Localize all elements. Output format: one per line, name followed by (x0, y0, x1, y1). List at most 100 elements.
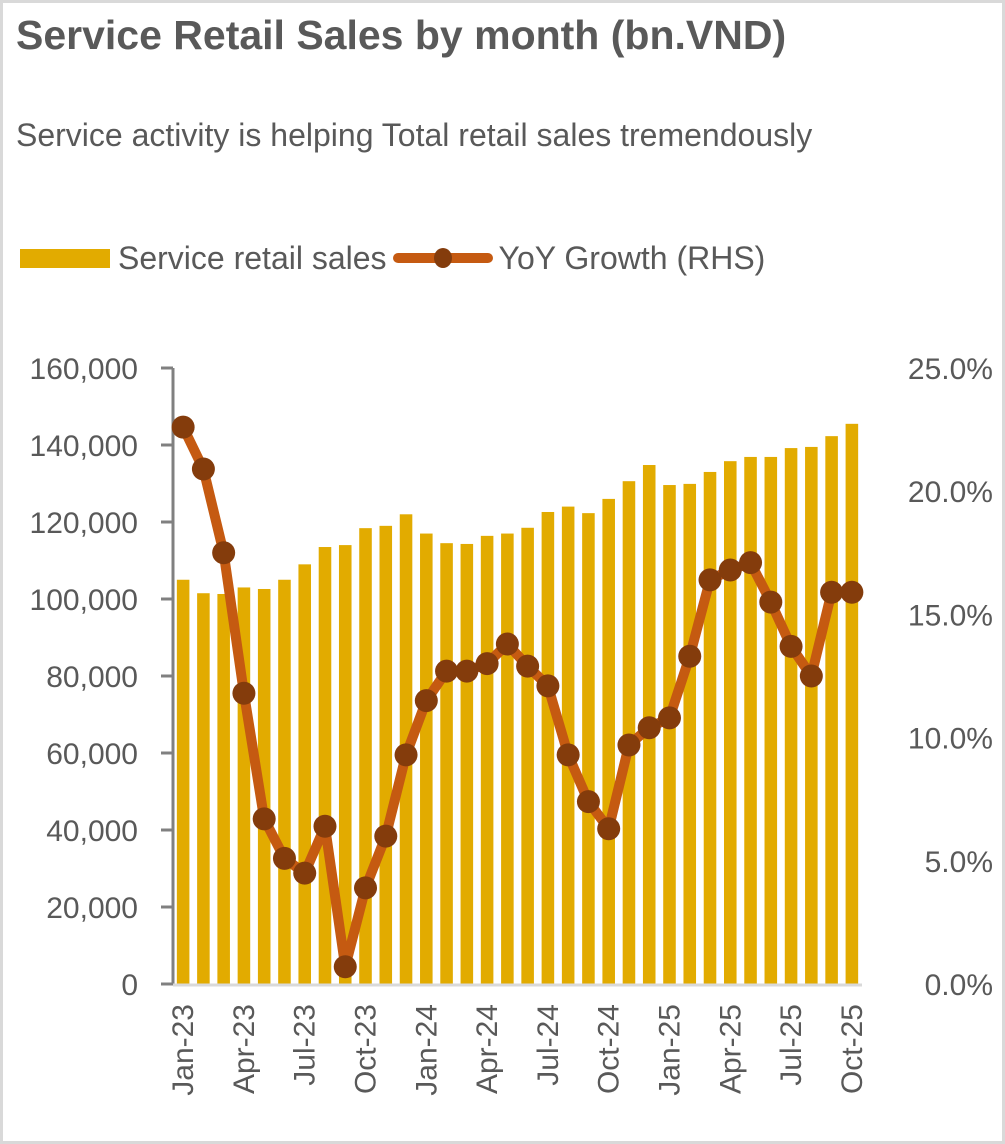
y-left-tick-label: 140,000 (30, 430, 138, 463)
y-left-tick-label: 40,000 (46, 815, 138, 848)
y-left-tick-label: 120,000 (30, 507, 138, 540)
yoy-point-Sep-23 (333, 955, 357, 979)
y-right-tick-label: 20.0% (908, 476, 993, 509)
bar-Feb-23 (197, 593, 210, 984)
yoy-point-Sep-24 (576, 790, 600, 814)
line-series (171, 415, 864, 979)
bar-May-23 (257, 588, 271, 984)
bar-Jan-24 (420, 533, 433, 984)
bar-Jun-23 (278, 579, 291, 984)
yoy-point-Feb-24 (435, 659, 459, 683)
bar-Oct-24 (602, 498, 615, 984)
bar-Nov-24 (622, 481, 636, 984)
x-tick-label: Apr-25 (714, 1004, 747, 1094)
x-tick-label: Jan-23 (167, 1004, 200, 1096)
y-left-tick-label: 0 (121, 969, 138, 1002)
chart-title: Service Retail Sales by month (bn.VND) (16, 12, 787, 58)
yoy-point-Aug-23 (313, 814, 337, 838)
yoy-point-Oct-23 (354, 876, 378, 900)
yoy-point-Nov-24 (617, 733, 641, 757)
y-right-tick-label: 15.0% (908, 599, 993, 632)
axes (161, 366, 862, 987)
yoy-point-Jan-24 (414, 689, 438, 713)
yoy-point-Dec-23 (394, 743, 418, 767)
yoy-point-Mar-23 (212, 541, 236, 565)
yoy-point-Jun-25 (759, 590, 783, 614)
yoy-point-Feb-25 (678, 644, 702, 668)
y-right-tick-label: 10.0% (908, 723, 993, 756)
bar-Sep-24 (582, 513, 595, 984)
y-left-tick-label: 160,000 (30, 353, 138, 386)
x-tick-label: Oct-25 (836, 1004, 869, 1094)
yoy-point-Oct-25 (840, 580, 864, 604)
bar-Jul-24 (541, 511, 555, 984)
bar-Sep-23 (338, 545, 352, 984)
yoy-point-Jan-25 (657, 706, 681, 730)
bar-Apr-25 (723, 461, 737, 984)
x-tick-label: Jul-25 (775, 1004, 808, 1086)
yoy-point-May-23 (252, 807, 276, 831)
bar-Jun-25 (764, 456, 778, 984)
yoy-point-Sep-25 (820, 580, 844, 604)
bar-May-25 (744, 456, 757, 984)
legend-label-growth: YoY Growth (RHS) (498, 239, 766, 276)
legend-label-sales: Service retail sales (118, 239, 387, 276)
bar-Sep-25 (825, 436, 838, 984)
yoy-point-Oct-24 (597, 817, 621, 841)
y-left-tick-label: 60,000 (46, 738, 138, 771)
y-left-tick-label: 80,000 (46, 661, 138, 694)
bar-Aug-25 (805, 446, 818, 984)
bar-Aug-23 (318, 547, 332, 984)
yoy-point-Jun-23 (272, 846, 296, 870)
bar-Mar-25 (703, 471, 717, 984)
y-right-tick-label: 5.0% (925, 846, 993, 879)
bar-Apr-24 (480, 535, 494, 984)
yoy-point-Aug-24 (556, 743, 580, 767)
yoy-point-Apr-23 (232, 681, 256, 705)
bar-Mar-24 (460, 543, 474, 984)
yoy-point-May-24 (495, 632, 519, 656)
yoy-point-Mar-25 (698, 568, 722, 592)
yoy-point-Mar-24 (455, 659, 479, 683)
yoy-point-Apr-25 (718, 558, 742, 582)
tick-labels: 0 20,000 40,000 60,000 80,000 100,000 120,000 1… (30, 353, 993, 1096)
yoy-point-Nov-23 (374, 824, 398, 848)
yoy-point-Jul-24 (536, 674, 560, 698)
x-tick-label: Oct-23 (350, 1004, 383, 1094)
x-tick-label: Oct-24 (593, 1004, 626, 1094)
bar-Jan-25 (663, 485, 676, 984)
bar-series (176, 423, 859, 985)
yoy-point-May-25 (739, 551, 763, 575)
bar-Oct-25 (845, 423, 859, 984)
x-tick-label: Jan-25 (653, 1004, 686, 1096)
y-right-tick-label: 0.0% (925, 969, 993, 1002)
x-tick-label: Apr-24 (471, 1004, 504, 1094)
y-left-tick-label: 100,000 (30, 584, 138, 617)
yoy-point-Jul-25 (779, 634, 803, 658)
legend-bar-swatch-icon (20, 248, 110, 268)
x-tick-label: Jul-24 (532, 1004, 565, 1086)
bar-May-24 (501, 533, 514, 984)
y-right-tick-label: 25.0% (908, 353, 993, 386)
chart-subtitle: Service activity is helping Total retail… (16, 117, 813, 153)
bar-Mar-23 (217, 593, 230, 984)
legend: Service retail sales YoY Growth (RHS) (20, 236, 765, 280)
x-tick-label: Jul-23 (289, 1004, 322, 1086)
legend-line-marker-icon (392, 236, 493, 280)
yoy-point-Aug-25 (799, 664, 823, 688)
bar-Nov-23 (379, 525, 393, 984)
yoy-point-Jun-24 (516, 654, 540, 678)
x-tick-label: Apr-23 (228, 1004, 261, 1094)
x-tick-label: Jan-24 (410, 1004, 443, 1096)
yoy-point-Jan-23 (171, 415, 195, 439)
bar-Jul-23 (298, 564, 312, 984)
bar-Jun-24 (521, 527, 534, 984)
y-left-tick-label: 20,000 (46, 892, 138, 925)
bar-Jul-25 (784, 448, 798, 985)
bar-Feb-24 (440, 543, 453, 984)
yoy-point-Jul-23 (293, 861, 317, 885)
bar-Jan-23 (176, 579, 190, 984)
yoy-point-Dec-24 (637, 716, 661, 740)
yoy-point-Apr-24 (475, 652, 499, 676)
